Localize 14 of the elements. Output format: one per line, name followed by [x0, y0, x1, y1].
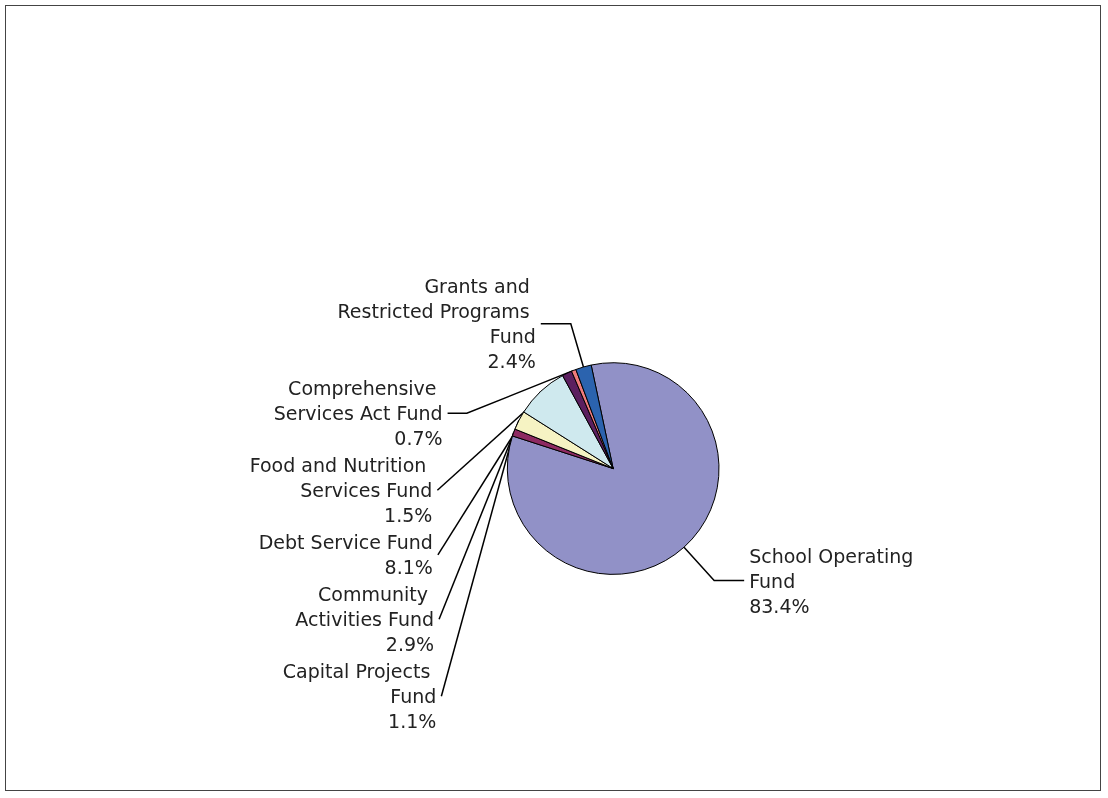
slice-label: Food and Nutrition Services Fund [249, 454, 433, 502]
data-label: 2.4% [487, 350, 536, 373]
data-label: 0.7% [394, 427, 443, 450]
slice-label: Capital Projects Fund [282, 660, 437, 708]
slice-label: Debt Service Fund [258, 531, 433, 554]
data-label: 83.4% [749, 594, 810, 617]
data-label: 2.9% [385, 633, 435, 656]
data-label: 1.5% [384, 504, 433, 527]
slice-label: Comprehensive Services Act Fund [273, 377, 443, 425]
data-label: 8.1% [384, 556, 433, 579]
slice-label: Community Activities Fund [295, 583, 435, 631]
slice-label: Grants and Restricted Programs Fund [337, 275, 536, 348]
data-label: 1.1% [388, 710, 437, 733]
slice-label: School Operating Fund [749, 544, 920, 592]
